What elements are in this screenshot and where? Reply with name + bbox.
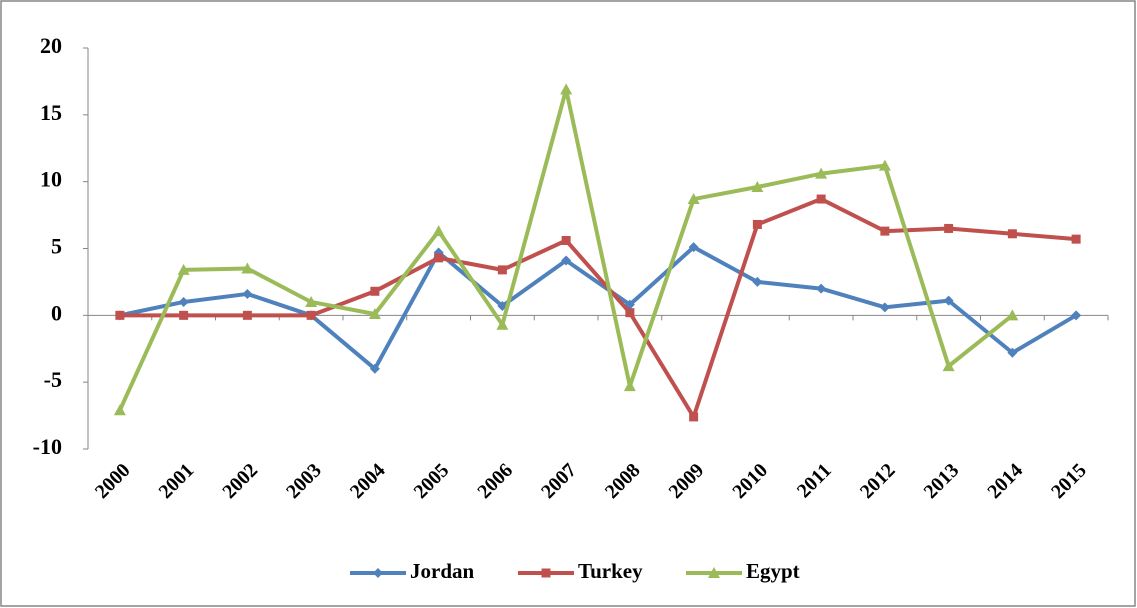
y-tick-label: 15 [40,100,62,125]
marker [752,276,763,287]
marker [178,296,189,307]
marker [623,380,636,392]
marker [561,255,572,266]
y-tick-label: 5 [51,234,62,259]
marker [434,253,444,263]
marker [368,307,381,319]
marker [752,219,762,229]
marker [115,310,125,320]
legend-label: Jordan [410,559,475,583]
marker [305,295,318,307]
legend-marker [708,567,720,578]
legend-label: Turkey [578,559,643,583]
marker [815,167,828,179]
y-tick-label: -10 [33,434,62,459]
marker [242,288,253,299]
marker [241,262,254,274]
marker [560,83,573,95]
marker [816,283,827,294]
marker [242,310,252,320]
marker [625,308,635,318]
legend-marker [541,568,551,578]
marker [751,181,764,193]
marker [1007,347,1018,358]
marker [177,263,190,275]
marker [1071,310,1082,321]
y-tick-label: 20 [40,33,62,58]
marker [432,225,445,237]
y-tick-label: -5 [44,367,62,392]
marker [942,360,955,372]
series-line [119,245,1078,371]
legend-label: Egypt [746,559,800,583]
marker [943,295,954,306]
marker [496,318,509,330]
marker [561,235,571,245]
marker [944,223,954,233]
marker [370,286,380,296]
marker [497,265,507,275]
marker [879,302,890,313]
marker [1071,234,1081,244]
marker [306,310,316,320]
marker [878,159,891,171]
marker [816,194,826,204]
marker [880,226,890,236]
marker [1007,229,1017,239]
y-tick-label: 10 [40,167,62,192]
marker [1006,309,1019,321]
marker [689,412,699,422]
marker [179,310,189,320]
marker [369,363,380,374]
marker [688,242,699,253]
legend-marker [373,568,383,578]
series-line [119,197,1077,419]
marker [687,193,700,205]
marker [113,404,126,416]
y-tick-label: 0 [51,300,62,325]
marker [433,247,444,258]
